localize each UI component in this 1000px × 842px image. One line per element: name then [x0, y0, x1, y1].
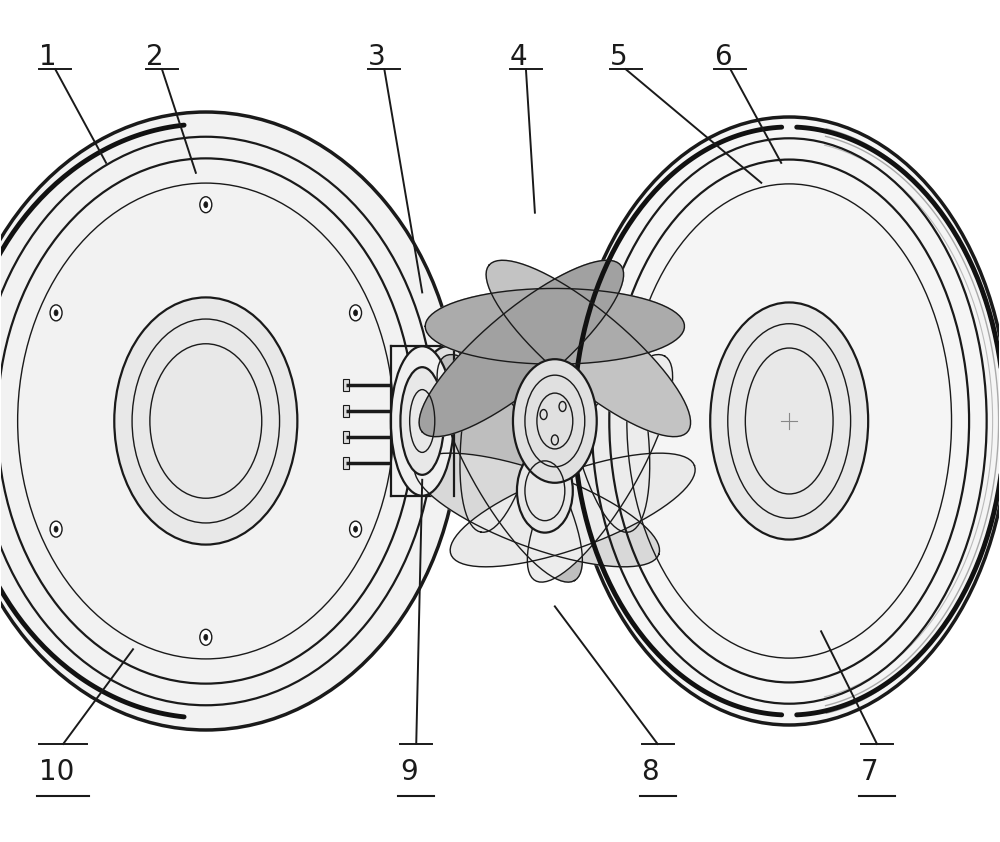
- Ellipse shape: [570, 117, 1000, 725]
- Polygon shape: [437, 354, 582, 582]
- Ellipse shape: [400, 367, 444, 475]
- Ellipse shape: [537, 309, 593, 393]
- Ellipse shape: [354, 310, 358, 316]
- Bar: [343, 405, 349, 417]
- Text: 3: 3: [368, 43, 386, 72]
- Polygon shape: [486, 260, 691, 437]
- Polygon shape: [450, 453, 695, 567]
- Ellipse shape: [517, 449, 573, 533]
- Text: 1: 1: [39, 43, 57, 72]
- Text: 6: 6: [714, 43, 732, 72]
- Text: 2: 2: [146, 43, 164, 72]
- Ellipse shape: [200, 629, 212, 645]
- Polygon shape: [527, 354, 673, 582]
- Ellipse shape: [114, 297, 297, 545]
- Ellipse shape: [204, 202, 208, 208]
- Polygon shape: [415, 453, 659, 567]
- Text: 9: 9: [400, 758, 418, 786]
- Ellipse shape: [350, 521, 362, 537]
- Polygon shape: [425, 289, 684, 365]
- Polygon shape: [460, 277, 547, 532]
- Ellipse shape: [54, 526, 58, 532]
- Ellipse shape: [513, 360, 597, 482]
- Bar: [343, 379, 349, 391]
- Text: 5: 5: [610, 43, 627, 72]
- Text: 7: 7: [861, 758, 879, 786]
- Text: 10: 10: [39, 758, 75, 786]
- Bar: [343, 431, 349, 443]
- Ellipse shape: [54, 310, 58, 316]
- Bar: [343, 457, 349, 469]
- Ellipse shape: [204, 634, 208, 640]
- Ellipse shape: [710, 302, 868, 540]
- Ellipse shape: [350, 305, 362, 321]
- Ellipse shape: [0, 112, 460, 730]
- Text: 4: 4: [510, 43, 528, 72]
- Ellipse shape: [391, 346, 454, 496]
- Ellipse shape: [50, 521, 62, 537]
- Ellipse shape: [50, 305, 62, 321]
- Ellipse shape: [416, 346, 479, 496]
- Ellipse shape: [200, 197, 212, 213]
- Ellipse shape: [354, 526, 358, 532]
- Text: 8: 8: [642, 758, 659, 786]
- Polygon shape: [419, 260, 624, 437]
- Polygon shape: [563, 277, 650, 532]
